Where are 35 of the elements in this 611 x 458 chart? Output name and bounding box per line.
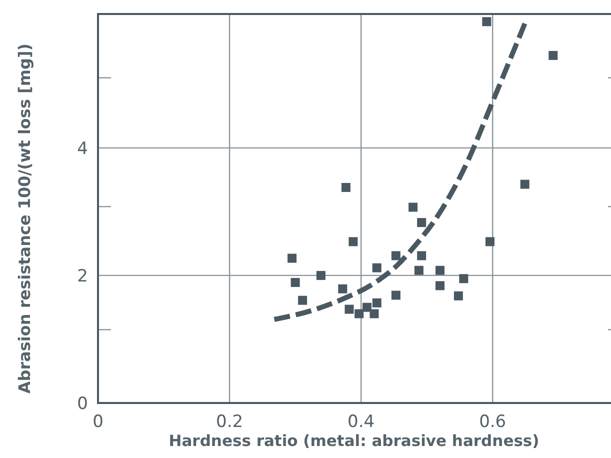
point <box>288 254 297 263</box>
point <box>520 180 530 189</box>
point <box>459 274 468 284</box>
x-axis-title: Hardness ratio (metal: abrasive hardness) <box>168 432 540 450</box>
point <box>354 309 364 318</box>
point <box>485 237 494 246</box>
x-tick-label: 0 <box>92 412 104 432</box>
point <box>344 304 354 314</box>
y-tick-label: 2 <box>77 266 88 286</box>
point <box>548 50 558 60</box>
point <box>372 263 382 272</box>
point <box>348 237 358 246</box>
y-tick-label: 4 <box>77 138 88 159</box>
point <box>436 266 444 275</box>
point <box>338 284 348 294</box>
point <box>417 251 426 260</box>
point <box>417 218 426 228</box>
point <box>482 17 492 26</box>
point <box>391 251 400 260</box>
point <box>298 296 308 305</box>
y-tick-label: 0 <box>77 394 88 414</box>
x-tick-label: 0.4 <box>348 412 375 432</box>
point <box>454 291 463 300</box>
point <box>391 290 400 300</box>
x-tick-label: 0.2 <box>216 412 244 432</box>
x-tick-label: 0.6 <box>479 412 506 432</box>
y-axis-title: Abrasion resistance 100/(wt loss [mg]) <box>15 43 34 394</box>
point <box>414 266 424 275</box>
point <box>408 202 418 212</box>
point <box>436 281 444 290</box>
point <box>341 182 350 192</box>
point <box>370 309 379 318</box>
point <box>372 298 382 308</box>
point <box>290 278 300 287</box>
point <box>316 270 326 280</box>
